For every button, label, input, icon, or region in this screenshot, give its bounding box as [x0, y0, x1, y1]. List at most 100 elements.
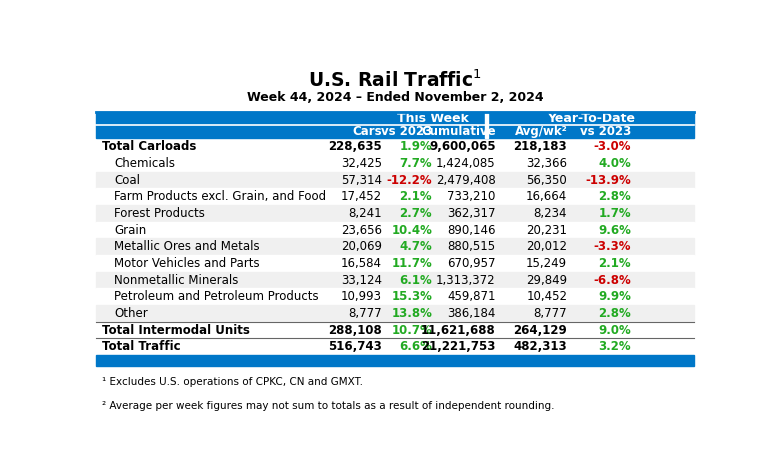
Text: vs 2023: vs 2023 [381, 125, 433, 139]
Text: 8,777: 8,777 [534, 307, 567, 320]
Text: 57,314: 57,314 [341, 173, 382, 187]
Text: 6.6%: 6.6% [399, 340, 433, 353]
Text: 2.8%: 2.8% [598, 307, 631, 320]
Bar [96, 188, 694, 205]
Text: Total Traffic: Total Traffic [103, 340, 181, 353]
Text: 9.0%: 9.0% [598, 324, 631, 337]
Text: 733,210: 733,210 [447, 190, 496, 204]
Text: Nonmetallic Minerals: Nonmetallic Minerals [114, 274, 239, 287]
Text: Petroleum and Petroleum Products: Petroleum and Petroleum Products [114, 290, 319, 303]
Text: 890,146: 890,146 [447, 224, 496, 237]
Text: 880,515: 880,515 [447, 240, 496, 253]
Text: 29,849: 29,849 [526, 274, 567, 287]
Bar [96, 112, 694, 139]
Text: 6.1%: 6.1% [399, 274, 433, 287]
Bar [96, 172, 694, 188]
Text: Motor Vehicles and Parts: Motor Vehicles and Parts [114, 257, 260, 270]
Bar [96, 289, 694, 305]
Bar [96, 222, 694, 238]
Text: 1,313,372: 1,313,372 [436, 274, 496, 287]
Bar [96, 238, 694, 255]
Text: 2.1%: 2.1% [598, 257, 631, 270]
Text: This Week: This Week [397, 112, 470, 125]
Text: Forest Products: Forest Products [114, 207, 205, 220]
Text: 21,221,753: 21,221,753 [421, 340, 496, 353]
Text: Cars: Cars [352, 125, 382, 139]
Text: 228,635: 228,635 [328, 141, 382, 153]
Text: 1,424,085: 1,424,085 [436, 157, 496, 170]
Text: 1.7%: 1.7% [598, 207, 631, 220]
Text: 1.9%: 1.9% [399, 141, 433, 153]
Bar [96, 205, 694, 222]
Text: 16,584: 16,584 [341, 257, 382, 270]
Text: 2.1%: 2.1% [399, 190, 433, 204]
Bar [96, 305, 694, 322]
Text: 16,664: 16,664 [526, 190, 567, 204]
Text: 17,452: 17,452 [341, 190, 382, 204]
Text: Cumulative: Cumulative [421, 125, 496, 139]
Text: 20,231: 20,231 [527, 224, 567, 237]
Text: 386,184: 386,184 [447, 307, 496, 320]
Text: 9.6%: 9.6% [598, 224, 631, 237]
Bar [96, 255, 694, 272]
Text: 9,600,065: 9,600,065 [429, 141, 496, 153]
Text: 20,069: 20,069 [341, 240, 382, 253]
Text: U.S. Rail Traffic$^1$: U.S. Rail Traffic$^1$ [308, 69, 482, 91]
Text: 23,656: 23,656 [341, 224, 382, 237]
Bar [96, 322, 694, 338]
Text: 8,234: 8,234 [534, 207, 567, 220]
Text: Chemicals: Chemicals [114, 157, 175, 170]
Text: 10,993: 10,993 [341, 290, 382, 303]
Text: 218,183: 218,183 [513, 141, 567, 153]
Text: 4.0%: 4.0% [598, 157, 631, 170]
Text: ¹ Excludes U.S. operations of CPKC, CN and GMXT.: ¹ Excludes U.S. operations of CPKC, CN a… [103, 376, 363, 387]
Text: 2.8%: 2.8% [598, 190, 631, 204]
Text: Year-To-Date: Year-To-Date [547, 112, 635, 125]
Text: 10.7%: 10.7% [392, 324, 433, 337]
Text: Grain: Grain [114, 224, 146, 237]
Text: Week 44, 2024 – Ended November 2, 2024: Week 44, 2024 – Ended November 2, 2024 [247, 91, 544, 104]
Text: 15,249: 15,249 [526, 257, 567, 270]
Text: 288,108: 288,108 [328, 324, 382, 337]
Bar [96, 155, 694, 172]
Text: 15.3%: 15.3% [392, 290, 433, 303]
Text: 32,366: 32,366 [527, 157, 567, 170]
Text: 32,425: 32,425 [341, 157, 382, 170]
Text: 3.2%: 3.2% [598, 340, 631, 353]
Text: -6.8%: -6.8% [594, 274, 631, 287]
Text: 13.8%: 13.8% [392, 307, 433, 320]
Text: 9.9%: 9.9% [598, 290, 631, 303]
Bar [96, 355, 694, 366]
Text: 8,241: 8,241 [348, 207, 382, 220]
Text: Total Intermodal Units: Total Intermodal Units [103, 324, 251, 337]
Text: 459,871: 459,871 [447, 290, 496, 303]
Text: 482,313: 482,313 [513, 340, 567, 353]
Text: 56,350: 56,350 [527, 173, 567, 187]
Text: 264,129: 264,129 [513, 324, 567, 337]
Text: 2,479,408: 2,479,408 [436, 173, 496, 187]
Text: Coal: Coal [114, 173, 140, 187]
Text: -3.0%: -3.0% [594, 141, 631, 153]
Text: 10,452: 10,452 [527, 290, 567, 303]
Text: Other: Other [114, 307, 148, 320]
Text: 11,621,688: 11,621,688 [421, 324, 496, 337]
Text: Metallic Ores and Metals: Metallic Ores and Metals [114, 240, 260, 253]
Text: 4.7%: 4.7% [399, 240, 433, 253]
Bar [96, 272, 694, 289]
Text: ² Average per week figures may not sum to totals as a result of independent roun: ² Average per week figures may not sum t… [103, 401, 555, 411]
Text: 10.4%: 10.4% [392, 224, 433, 237]
Text: 20,012: 20,012 [527, 240, 567, 253]
Text: 7.7%: 7.7% [399, 157, 433, 170]
Text: 33,124: 33,124 [341, 274, 382, 287]
Text: Avg/wk²: Avg/wk² [514, 125, 567, 139]
Text: 8,777: 8,777 [348, 307, 382, 320]
Bar [96, 338, 694, 355]
Text: -12.2%: -12.2% [386, 173, 433, 187]
Text: 11.7%: 11.7% [392, 257, 433, 270]
Text: -3.3%: -3.3% [594, 240, 631, 253]
Text: 362,317: 362,317 [447, 207, 496, 220]
Text: 516,743: 516,743 [328, 340, 382, 353]
Text: Total Carloads: Total Carloads [103, 141, 197, 153]
Text: -13.9%: -13.9% [585, 173, 631, 187]
Bar [96, 139, 694, 155]
